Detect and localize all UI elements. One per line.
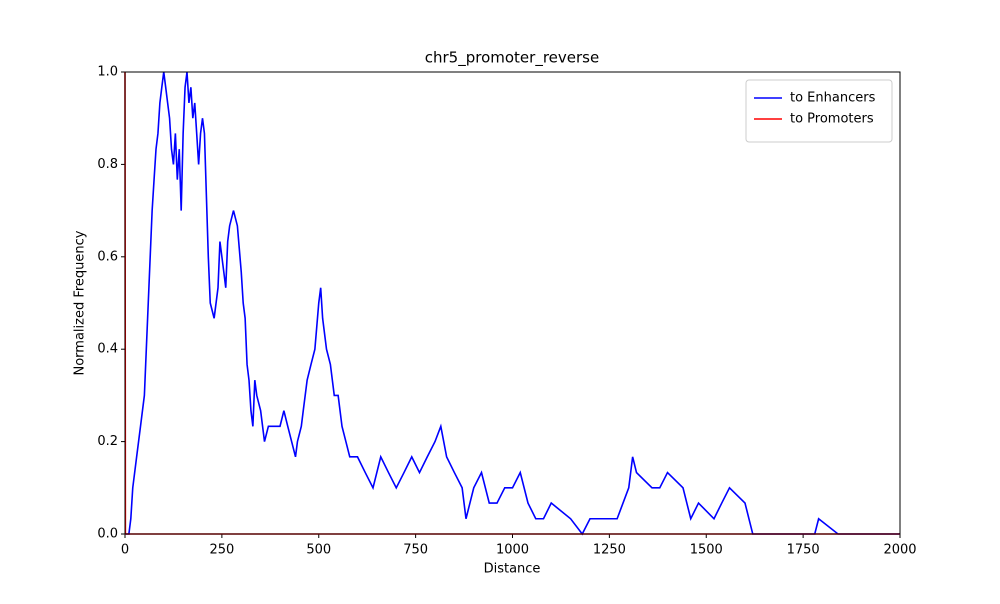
y-tick-label: 0.4 [97, 342, 118, 357]
x-tick-label: 0 [121, 543, 129, 558]
legend-label: to Promoters [790, 112, 874, 127]
x-tick-label: 1000 [496, 543, 529, 558]
chart-title: chr5_promoter_reverse [425, 49, 599, 68]
x-tick-label: 1750 [787, 543, 820, 558]
y-tick-label: 1.0 [97, 65, 118, 80]
x-axis-label: Distance [484, 562, 541, 577]
y-tick-label: 0.2 [97, 434, 118, 449]
x-tick-label: 2000 [883, 543, 916, 558]
legend-label: to Enhancers [790, 91, 876, 106]
x-tick-label: 500 [306, 543, 331, 558]
series-line [125, 71, 900, 536]
x-tick-label: 1500 [690, 543, 723, 558]
x-tick-label: 250 [209, 543, 234, 558]
plot-frame [124, 71, 901, 535]
x-tick-label: 1250 [593, 543, 626, 558]
y-tick-label: 0.8 [97, 157, 118, 172]
legend-box [745, 79, 893, 143]
y-axis-label: Normalized Frequency [73, 230, 88, 375]
y-tick-label: 0.0 [97, 527, 118, 542]
y-tick-label: 0.6 [97, 249, 118, 264]
x-tick-label: 750 [403, 543, 428, 558]
